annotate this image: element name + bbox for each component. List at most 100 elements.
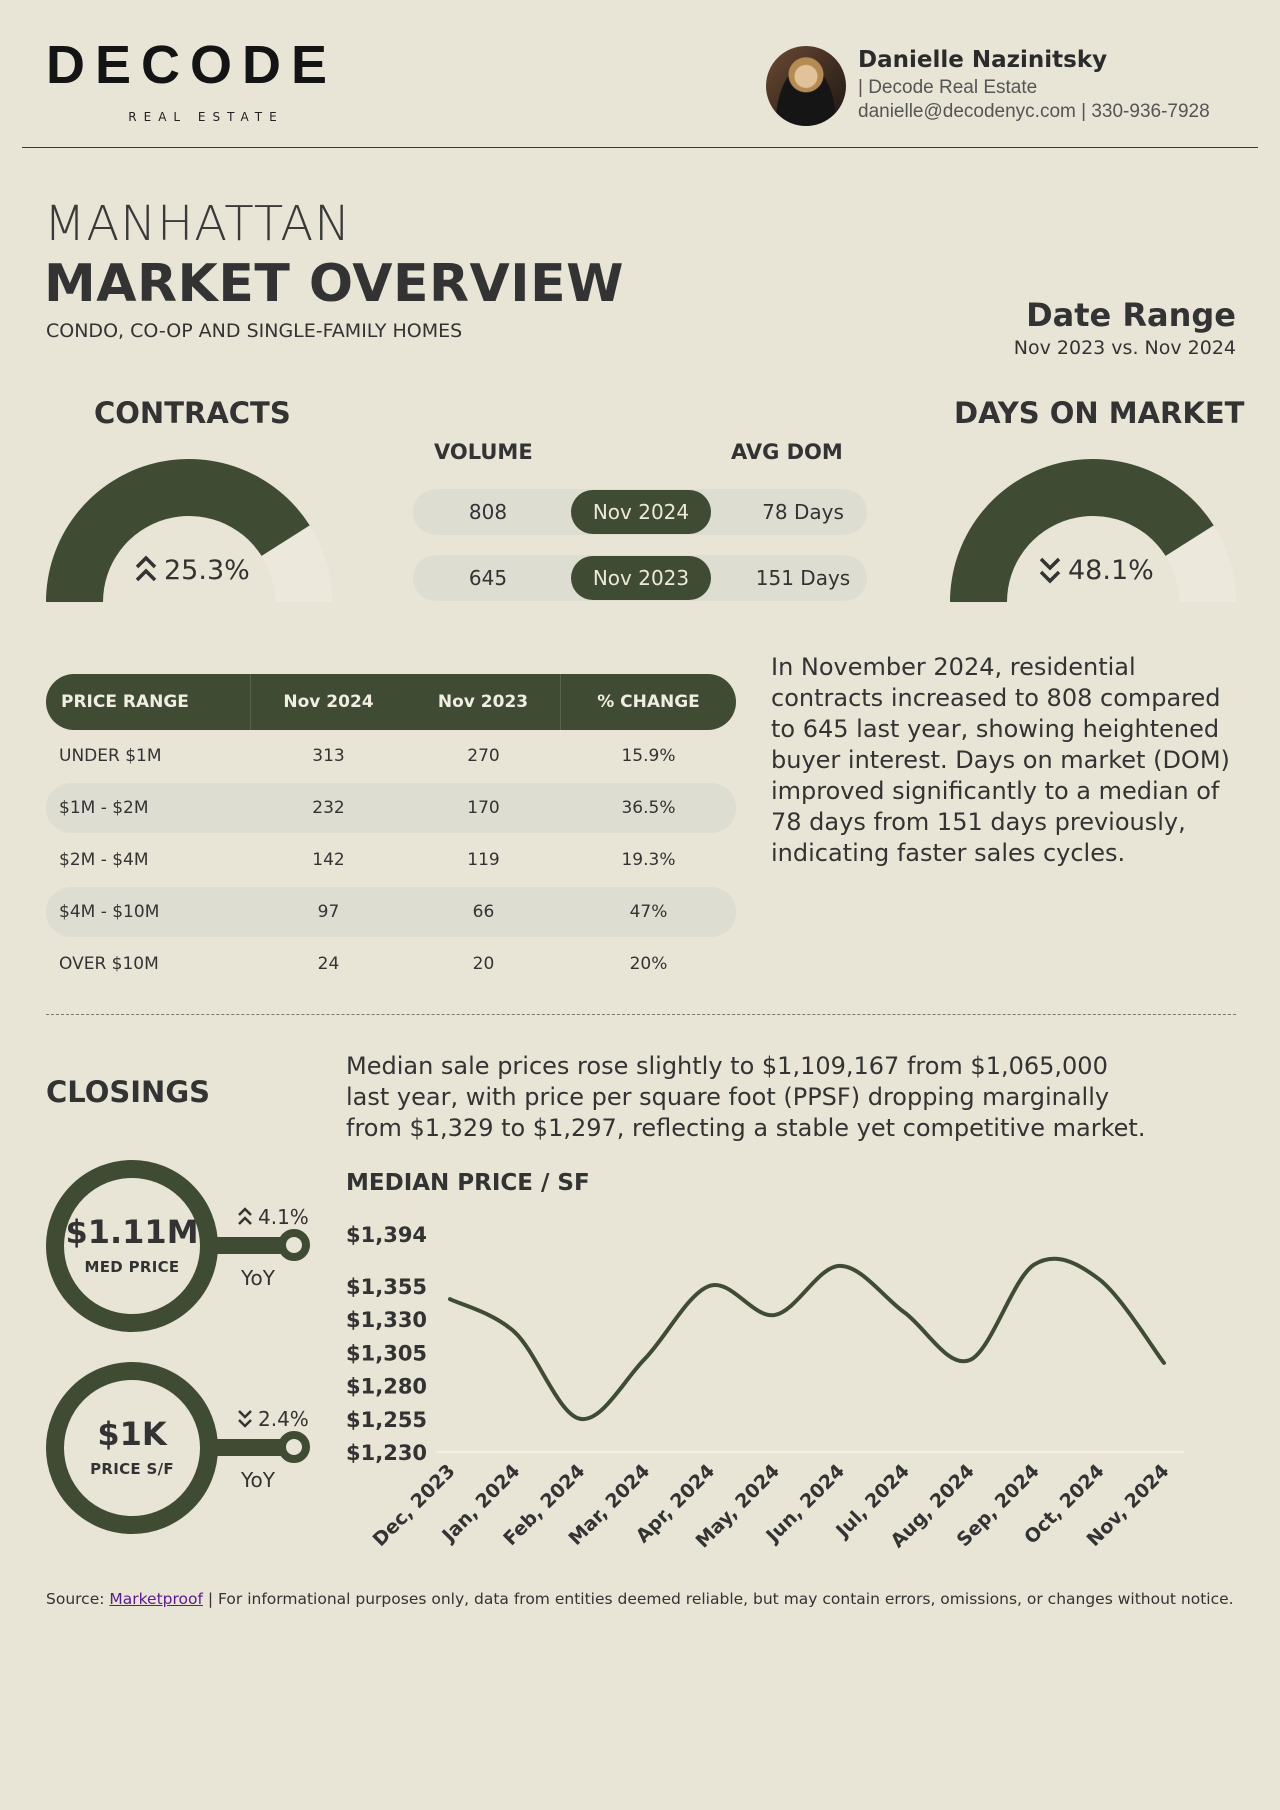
connector-stem bbox=[212, 1237, 286, 1254]
dom-heading: DAYS ON MARKET bbox=[954, 396, 1245, 430]
section-divider bbox=[46, 1014, 1236, 1015]
contracts-change-value: 25.3% bbox=[164, 554, 250, 586]
table-cell: 24 bbox=[317, 954, 340, 974]
med-price-change: 4.1% bbox=[236, 1205, 309, 1229]
dom-change: 48.1% bbox=[1038, 553, 1154, 587]
table-cell: UNDER $1M bbox=[59, 746, 162, 766]
table-cell: 232 bbox=[312, 798, 345, 818]
table-cell: OVER $10M bbox=[59, 954, 159, 974]
table-cell: 36.5% bbox=[621, 798, 676, 818]
table-cell: 170 bbox=[467, 798, 500, 818]
series-line bbox=[448, 1256, 1166, 1421]
y-tick-label: $1,355 bbox=[346, 1275, 427, 1299]
table-cell: $1M - $2M bbox=[59, 798, 149, 818]
agent-company: | Decode Real Estate bbox=[858, 77, 1038, 98]
double-chevron-down-icon bbox=[238, 1410, 252, 1428]
med-price-change-value: 4.1% bbox=[258, 1205, 309, 1229]
double-chevron-down-icon bbox=[1039, 557, 1061, 584]
compare-row-previous: 645 Nov 2023 151 Days bbox=[413, 555, 867, 601]
agent-name: Danielle Nazinitsky bbox=[858, 47, 1108, 73]
contracts-summary: In November 2024, residential contracts … bbox=[771, 653, 1230, 867]
table-cell: 142 bbox=[312, 850, 345, 870]
contracts-heading: CONTRACTS bbox=[94, 396, 291, 430]
date-range-label: Date Range bbox=[1026, 296, 1236, 334]
gauge-fill bbox=[46, 459, 310, 602]
table-cell: 97 bbox=[317, 902, 340, 922]
header-divider bbox=[22, 147, 1258, 148]
volume-value: 645 bbox=[468, 566, 508, 590]
table-row: UNDER $1M 313 270 15.9% bbox=[46, 731, 736, 781]
y-tick-label: $1,394 bbox=[346, 1223, 427, 1247]
compare-row-current: 808 Nov 2024 78 Days bbox=[413, 489, 867, 535]
column-header: % CHANGE bbox=[597, 692, 700, 712]
volume-header: VOLUME bbox=[434, 440, 533, 464]
logo: DECODE bbox=[46, 35, 338, 95]
column-header: Nov 2023 bbox=[406, 674, 561, 730]
table-row: $1M - $2M 232 170 36.5% bbox=[46, 783, 736, 833]
price-sf-change: 2.4% bbox=[236, 1407, 309, 1431]
table-cell: 15.9% bbox=[621, 746, 676, 766]
table-cell: 47% bbox=[629, 902, 668, 922]
page-subtitle: CONDO, CO-OP AND SINGLE-FAMILY HOMES bbox=[46, 320, 463, 342]
contracts-gauge bbox=[46, 459, 332, 602]
price-sf-ring: $1K PRICE S/F bbox=[46, 1362, 218, 1534]
y-tick-label: $1,230 bbox=[346, 1441, 427, 1465]
table-cell: 270 bbox=[467, 746, 500, 766]
chart-title: MEDIAN PRICE / SF bbox=[346, 1170, 590, 1196]
table-cell: 313 bbox=[312, 746, 345, 766]
period-badge: Nov 2024 bbox=[571, 490, 711, 534]
source-link[interactable]: Marketproof bbox=[109, 1590, 203, 1608]
price-sf-label: PRICE S/F bbox=[90, 1460, 174, 1478]
med-price-label: MED PRICE bbox=[84, 1258, 180, 1276]
gauge-fill bbox=[950, 459, 1214, 602]
med-price-value: $1.11M bbox=[65, 1213, 199, 1251]
closings-summary: Median sale prices rose slightly to $1,1… bbox=[346, 1052, 1146, 1142]
y-tick-label: $1,330 bbox=[346, 1308, 427, 1332]
column-header: Nov 2024 bbox=[283, 692, 374, 712]
source-label: Source: bbox=[46, 1590, 110, 1608]
connector-knob bbox=[278, 1431, 310, 1463]
y-tick-label: $1,255 bbox=[346, 1408, 427, 1432]
y-tick-label: $1,305 bbox=[346, 1341, 427, 1365]
table-cell: 20% bbox=[629, 954, 668, 974]
volume-value: 808 bbox=[468, 500, 508, 524]
table-row: OVER $10M 24 20 20% bbox=[46, 939, 736, 989]
y-tick-label: $1,280 bbox=[346, 1375, 427, 1399]
agent-contact: danielle@decodenyc.com | 330-936-7928 bbox=[858, 101, 1210, 122]
table-row: $4M - $10M 97 66 47% bbox=[46, 887, 736, 937]
double-chevron-up-icon bbox=[135, 555, 157, 582]
table-cell: 119 bbox=[467, 850, 500, 870]
footer-source: Source: Marketproof | For informational … bbox=[46, 1590, 1234, 1608]
table-cell: 19.3% bbox=[621, 850, 676, 870]
page-title: MARKET OVERVIEW bbox=[44, 254, 625, 314]
dom-value: 151 Days bbox=[755, 566, 851, 590]
table-row: $2M - $4M 142 119 19.3% bbox=[46, 835, 736, 885]
price-table-header: PRICE RANGE Nov 2024 Nov 2023 % CHANGE bbox=[46, 674, 736, 730]
median-price-sf-chart: $1,230 $1,255 $1,280 $1,305 $1,330 $1,355 $1,3… bbox=[346, 1223, 1184, 1552]
table-cell: $2M - $4M bbox=[59, 850, 149, 870]
logo-subtitle: REAL ESTATE bbox=[128, 110, 284, 124]
table-cell: $4M - $10M bbox=[59, 902, 160, 922]
dom-change-value: 48.1% bbox=[1068, 554, 1154, 586]
page-title-borough: MANHATTAN bbox=[44, 196, 352, 252]
closings-heading: CLOSINGS bbox=[46, 1075, 211, 1109]
contracts-change: 25.3% bbox=[134, 553, 250, 587]
yoy-label: YoY bbox=[241, 1266, 276, 1290]
disclaimer: | For informational purposes only, data … bbox=[202, 1590, 1234, 1608]
date-range-value: Nov 2023 vs. Nov 2024 bbox=[1013, 337, 1236, 359]
column-header: PRICE RANGE bbox=[46, 674, 251, 730]
yoy-label: YoY bbox=[241, 1468, 276, 1492]
connector-stem bbox=[212, 1439, 286, 1456]
price-sf-change-value: 2.4% bbox=[258, 1407, 309, 1431]
table-cell: 20 bbox=[472, 954, 495, 974]
dom-value: 78 Days bbox=[762, 500, 844, 524]
double-chevron-up-icon bbox=[238, 1207, 252, 1225]
period-badge: Nov 2023 bbox=[571, 556, 711, 600]
connector-knob bbox=[278, 1229, 310, 1261]
med-price-ring: $1.11M MED PRICE bbox=[46, 1160, 218, 1332]
avatar bbox=[766, 46, 846, 126]
avg-dom-header: AVG DOM bbox=[731, 440, 843, 464]
table-cell: 66 bbox=[472, 902, 495, 922]
price-sf-value: $1K bbox=[97, 1415, 167, 1453]
dom-gauge bbox=[950, 459, 1236, 602]
